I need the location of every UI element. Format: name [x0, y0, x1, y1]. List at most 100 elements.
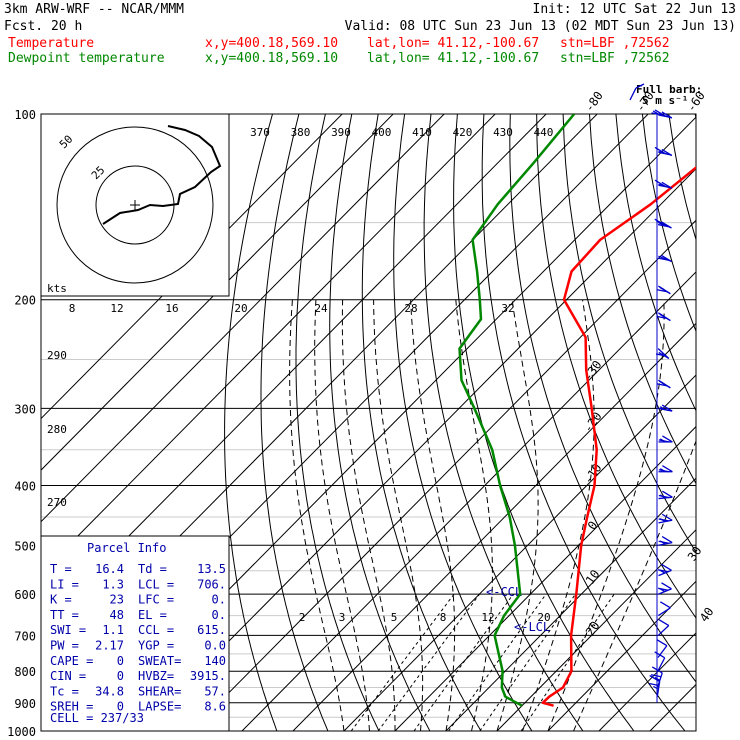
isotherm-label-right-0: -30: [581, 358, 605, 384]
theta-label-top-6: 430: [493, 126, 513, 139]
theta-label-left-2: 270: [47, 496, 67, 509]
mixing-ratio-label-upper-5: 28: [404, 302, 417, 315]
pressure-label-700: 700: [14, 629, 36, 643]
isotherm-label-right-7: 40: [697, 605, 717, 625]
dry-adiabat-270: [295, 114, 380, 731]
wind-barb-12: [658, 490, 673, 500]
parcel-key2-9: LAPSE=: [138, 700, 181, 714]
wind-barb-1: [654, 146, 673, 157]
moist-adiabat-20: [496, 299, 539, 731]
parcel-value2-9: 8.6: [204, 700, 226, 714]
parcel-value-9: 0: [117, 700, 124, 714]
dry-adiabat-330: [481, 114, 686, 731]
parcel-key-1: LI =: [50, 577, 79, 591]
mixing-ratio-labels: 8 12 16 20 24 28 322 3 5 8 12 20: [69, 302, 551, 624]
wind-barb-20: [654, 651, 666, 672]
init-time: Init: 12 UTC Sat 22 Jun 13: [533, 2, 737, 17]
isotherm-50: [649, 683, 696, 731]
parcel-cell: CELL = 237/33: [50, 711, 144, 725]
wind-barb-18: [657, 618, 670, 636]
parcel-value-8: 34.8: [95, 684, 124, 698]
dry-adiabat-380: [615, 114, 696, 412]
dry-adiabat-350: [536, 114, 696, 619]
mixing-ratio-line-5: [413, 593, 514, 731]
moist-adiabat-35: [573, 439, 696, 731]
parcel-value-2: 23: [110, 593, 124, 607]
wind-barb-16: [657, 582, 672, 595]
mixing-ratio-label-upper-3: 20: [234, 302, 247, 315]
wind-barbs: [629, 83, 673, 703]
dewpoint-station: stn=LBF ,72562: [560, 51, 670, 66]
wind-barb-13: [658, 513, 673, 524]
parcel-key-7: CIN =: [50, 669, 86, 683]
dewpoint-xy: x,y=400.18,569.10: [205, 51, 338, 66]
moist-adiabat-5: [373, 299, 424, 731]
dry-adiabat-370: [589, 114, 696, 485]
isotherm-30: [547, 580, 696, 731]
parcel-key2-3: EL =: [138, 608, 167, 622]
wind-barb-10: [658, 435, 673, 443]
parcel-key-9: SREH =: [50, 700, 93, 714]
parcel-info-table: T = 16.4 Td = 13.5 LI = 1.3 LCL = 706. K = 23 LFC …: [50, 562, 226, 714]
parcel-value-7: 0: [117, 669, 124, 683]
mixing-ratio-label-lower-5: 20: [537, 611, 550, 624]
temperature-station: stn=LBF ,72562: [560, 36, 670, 51]
isotherm--10: [343, 374, 696, 731]
hodograph-ring-outer: [56, 126, 214, 284]
isotherm-label-top-0: -80: [582, 89, 606, 115]
mixing-ratio-label-upper-4: 24: [314, 302, 328, 315]
dry-adiabat-250: [224, 114, 278, 731]
hodograph-trace: [102, 125, 222, 225]
temperature-legend: Temperature: [8, 36, 94, 51]
parcel-key-0: T =: [50, 562, 72, 576]
mixing-ratio-line-3: [377, 593, 480, 731]
model-title: 3km ARW-WRF -- NCAR/MMM: [4, 2, 184, 17]
parcel-value-3: 48: [110, 608, 124, 622]
lcl-annotation: <-LCL: [514, 620, 550, 634]
forecast-hour: Fcst. 20 h: [4, 19, 82, 34]
full-barb-label: Full barb:: [636, 83, 702, 96]
parcel-value2-1: 706.: [197, 577, 226, 591]
pressure-label-200: 200: [14, 294, 36, 308]
wind-barb-7: [655, 348, 670, 360]
parcel-value-4: 1.1: [102, 623, 124, 637]
theta-label-top-7: 440: [534, 126, 554, 139]
parcel-value2-8: 57.: [204, 684, 226, 698]
isotherm-label-right-4: 10: [583, 567, 603, 587]
isotherm-10: [445, 477, 696, 731]
pressure-axis: 100 200 300 400 500 600 700 800 900 1000: [7, 108, 36, 739]
dewpoint-legend: Dewpoint temperature: [8, 51, 165, 66]
valid-time: Valid: 08 UTC Sun 23 Jun 13 (02 MDT Sun …: [345, 19, 736, 34]
parcel-key2-7: HVBZ=: [138, 669, 174, 683]
wind-barb-8: [657, 379, 671, 389]
isotherm-label-right-2: -10: [581, 461, 605, 487]
mixing-ratio-label-lower-0: 2: [299, 611, 306, 624]
theta-label-left-0: 290: [47, 349, 67, 362]
theta-label-top-2: 390: [331, 126, 351, 139]
isotherm-label-top-3: -50: [735, 89, 740, 115]
parcel-key-4: SWI =: [50, 623, 86, 637]
theta-label-left-1: 280: [47, 423, 67, 436]
mixing-ratio-line-2: [350, 593, 455, 731]
pressure-label-500: 500: [14, 539, 36, 553]
ccl-annotation: <-CCL: [486, 585, 522, 599]
parcel-value-1: 1.3: [102, 577, 124, 591]
dry-adiabat-300: [393, 114, 533, 731]
isotherm--110: [41, 114, 445, 523]
mixing-ratio-label-lower-2: 5: [391, 611, 398, 624]
isotherm--20: [292, 322, 696, 731]
moist-adiabat-25: [522, 299, 595, 731]
isotherm--90: [41, 114, 547, 626]
wind-barb-11: [658, 465, 673, 473]
moist-adiabat--5: [314, 299, 370, 731]
mixing-ratio-label-lower-3: 8: [440, 611, 447, 624]
dry-adiabat-420: [722, 114, 740, 740]
temperature-xy: x,y=400.18,569.10: [205, 36, 338, 51]
isotherm-40: [598, 632, 696, 731]
full-barb-sample-flag: [635, 83, 645, 89]
isotherm--100: [41, 114, 496, 574]
parcel-value2-7: 3915.: [190, 669, 226, 683]
parcel-key2-8: SHEAR=: [138, 684, 181, 698]
parcel-key2-5: YGP =: [138, 639, 174, 653]
